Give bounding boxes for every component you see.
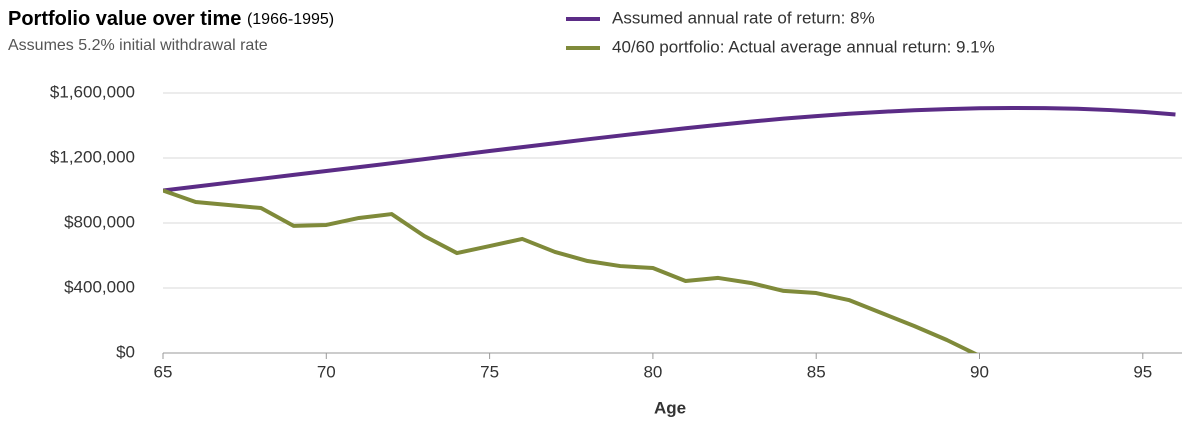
x-tick-label: 75	[480, 362, 499, 381]
y-tick-label: $400,000	[64, 277, 135, 296]
series-line	[163, 188, 979, 353]
chart-title: Portfolio value over time	[8, 8, 241, 30]
x-tick-label: 65	[154, 362, 173, 381]
x-tick-label: 80	[643, 362, 662, 381]
x-tick-label: 90	[970, 362, 989, 381]
legend-label: Assumed annual rate of return: 8%	[612, 8, 875, 27]
y-tick-label: $1,200,000	[50, 147, 135, 166]
plot-area	[163, 105, 1176, 353]
chart-title-group: Portfolio value over time (1966-1995)	[8, 8, 334, 30]
legend-label: 40/60 portfolio: Actual average annual r…	[612, 37, 995, 56]
x-tick-label: 95	[1133, 362, 1152, 381]
x-tick-label: 70	[317, 362, 336, 381]
y-tick-label: $1,600,000	[50, 82, 135, 101]
y-tick-label: $800,000	[64, 212, 135, 231]
y-tick-label: $0	[116, 342, 135, 361]
series-line	[163, 105, 1176, 193]
x-axis-label: Age	[654, 398, 686, 417]
title-note: (1966-1995)	[247, 11, 334, 28]
x-tick-label: 85	[807, 362, 826, 381]
subtitle: Assumes 5.2% initial withdrawal rate	[8, 37, 268, 54]
